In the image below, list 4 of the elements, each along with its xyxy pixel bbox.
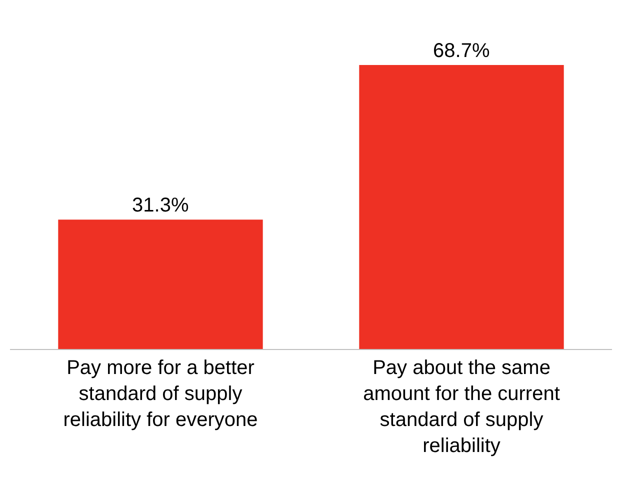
x-tick-label: Pay about the same amount for the current standard of supply reliability: [363, 357, 560, 457]
data-label: 31.3%: [132, 194, 189, 217]
data-label: 68.7%: [433, 40, 490, 62]
x-tick-label: Pay more for a better standard of supply reliability for everyone: [63, 357, 258, 431]
